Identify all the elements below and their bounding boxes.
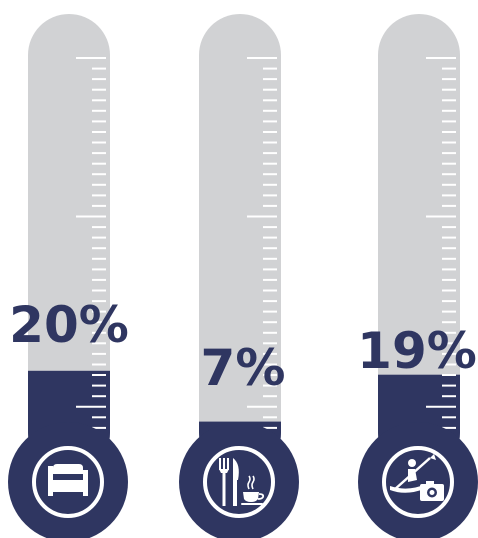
value-label: 7% bbox=[201, 339, 286, 397]
scale-ticks bbox=[76, 57, 106, 450]
scale-ticks bbox=[247, 57, 277, 450]
kayak-camera-icon bbox=[382, 446, 454, 518]
bulb bbox=[358, 422, 478, 538]
thermometer-accommodation: 20% bbox=[8, 14, 129, 538]
tube-background bbox=[199, 14, 281, 474]
tube-background bbox=[378, 14, 460, 474]
fork-knife-coffee-icon bbox=[203, 446, 275, 518]
thermometer-activities: 19% bbox=[357, 14, 478, 538]
bed-icon bbox=[32, 446, 104, 518]
value-label: 19% bbox=[357, 322, 477, 380]
bulb bbox=[179, 422, 299, 538]
value-label: 20% bbox=[9, 296, 129, 354]
thermometer-food-and-drink: 7% bbox=[179, 14, 299, 538]
tube-background bbox=[28, 14, 110, 474]
